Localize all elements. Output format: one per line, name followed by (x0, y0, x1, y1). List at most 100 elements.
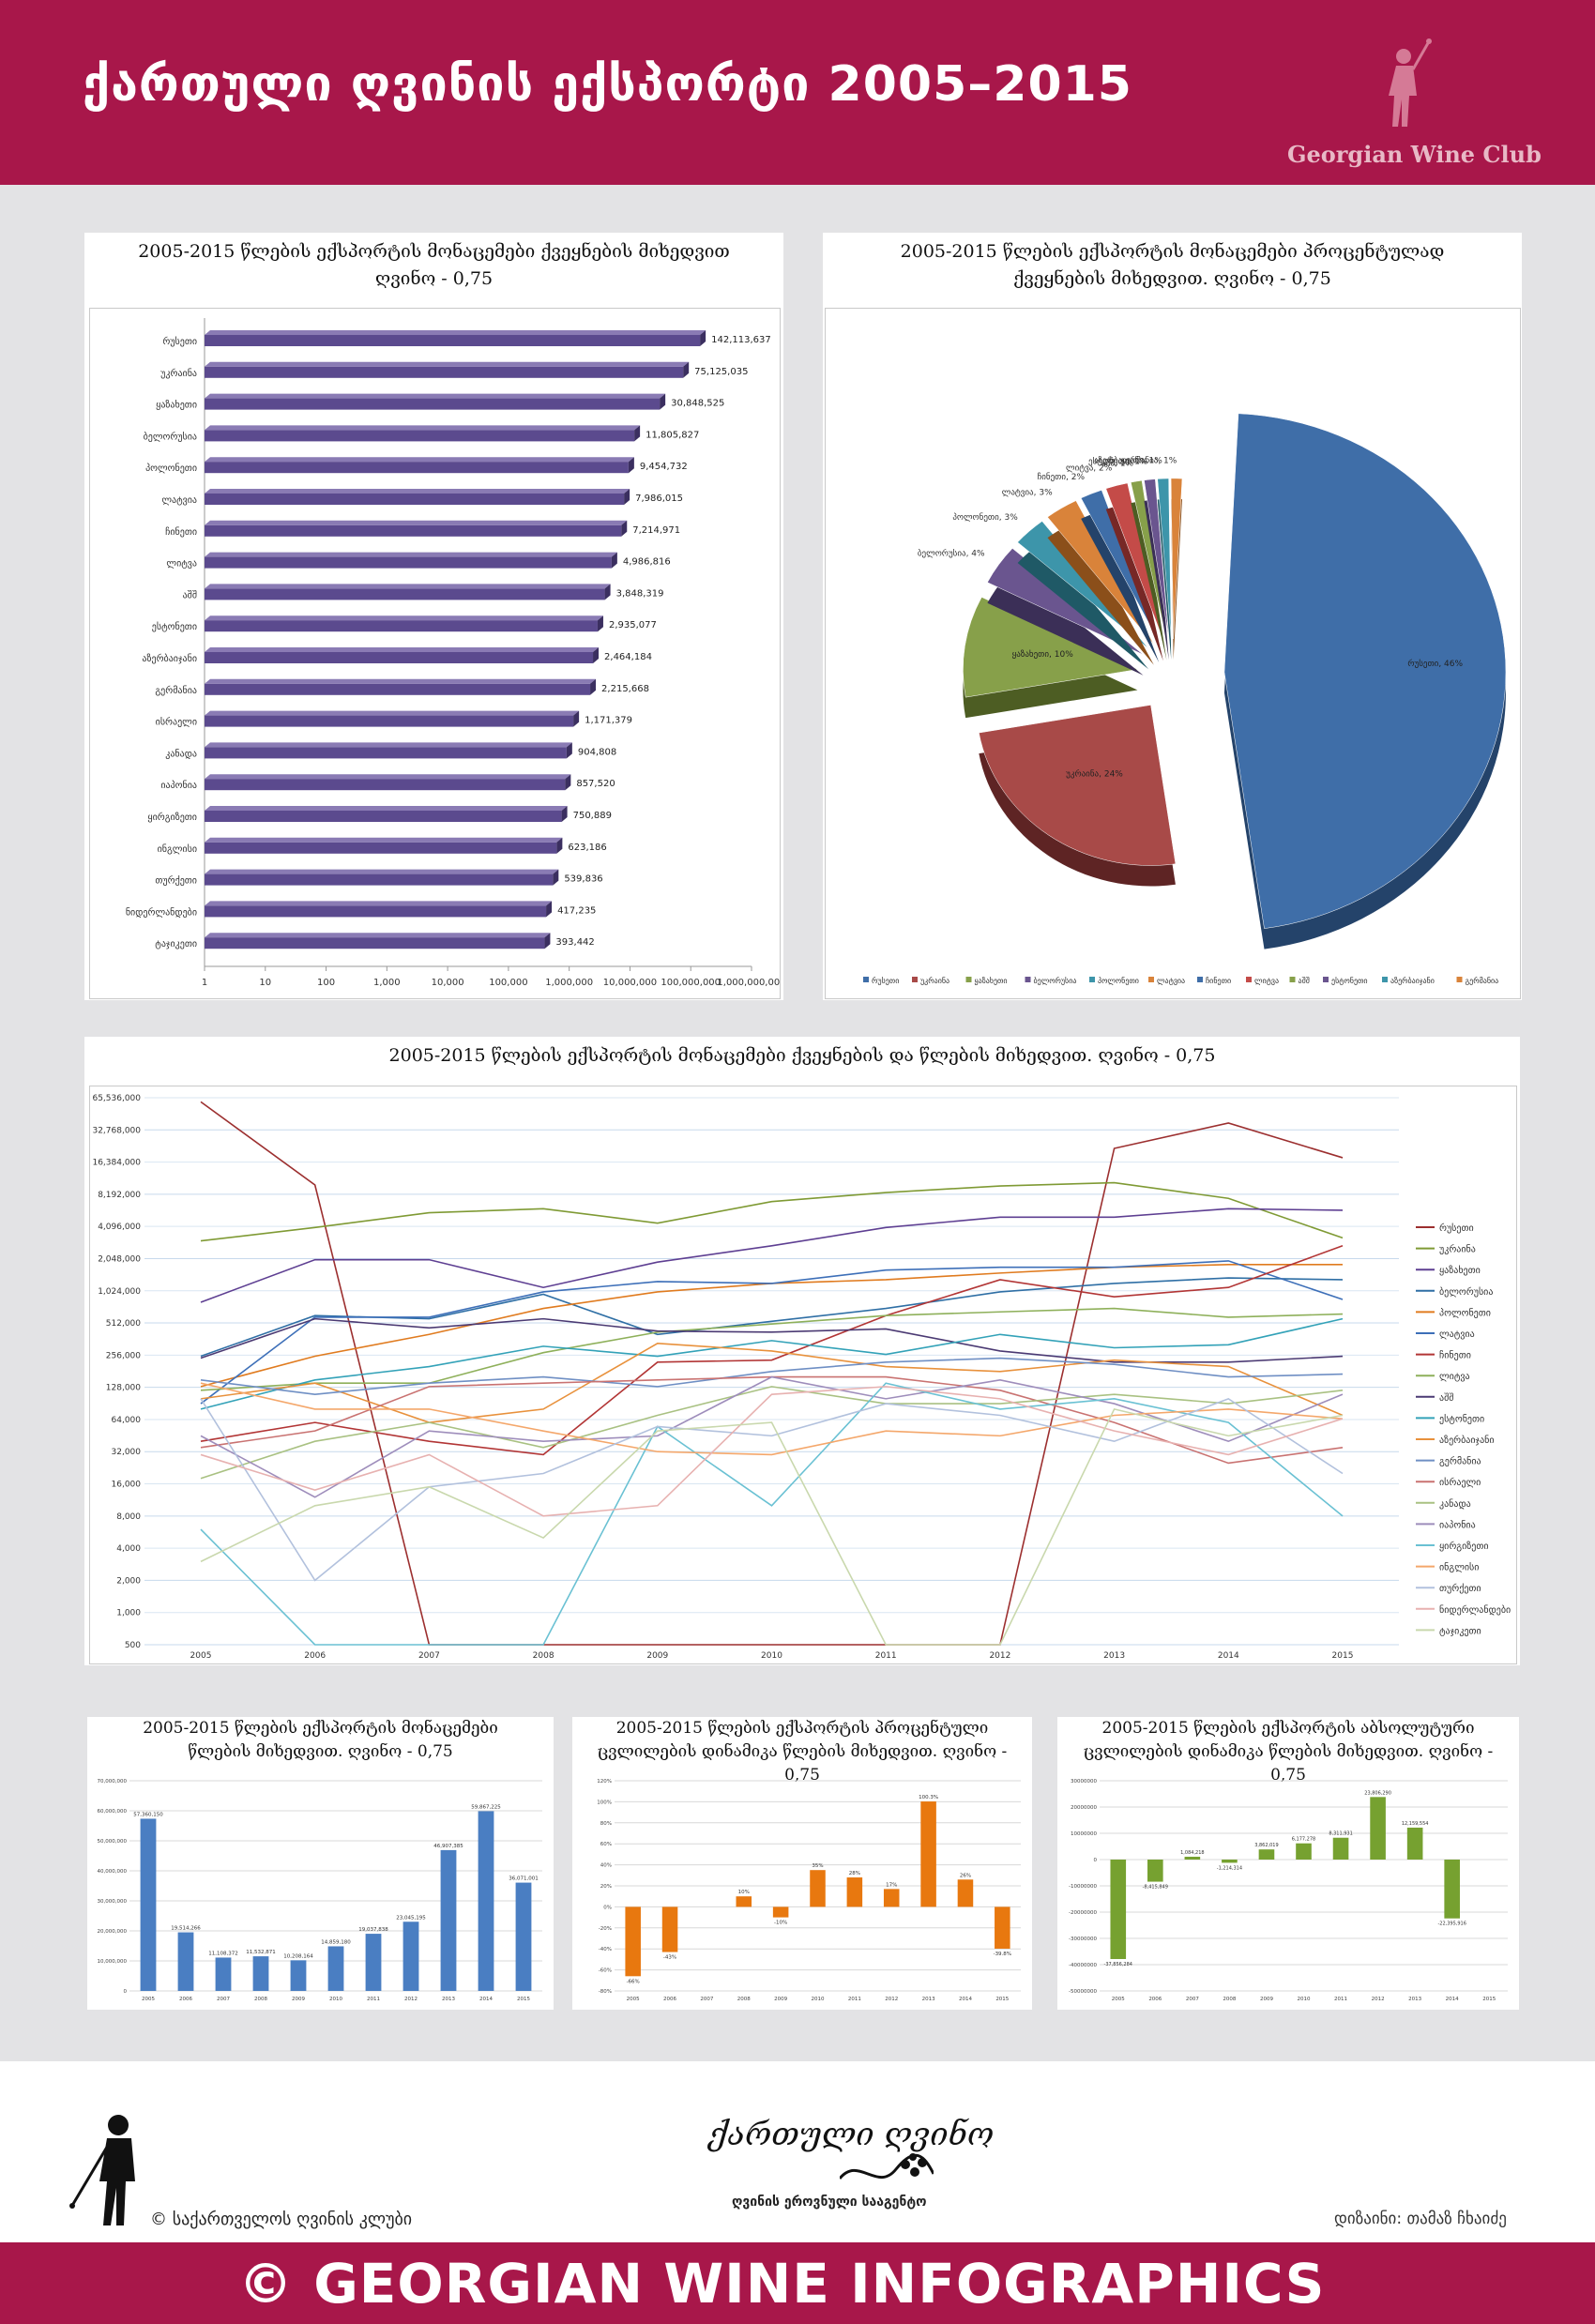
bar-top (205, 901, 553, 906)
bar-top (205, 457, 634, 463)
x-tick-label: 2014 (479, 1997, 493, 2002)
chart-title: 2005-2015 წლების ექსპორტის მონაცემები ქვ… (138, 241, 730, 289)
category-label: ისრაელი (156, 717, 197, 728)
x-tick-label: 2012 (404, 1997, 418, 2002)
slice (1047, 500, 1155, 645)
bar-top (205, 933, 551, 938)
agency-subtitle: ღვინის ეროვნული სააგენტო (732, 2195, 927, 2210)
legend-label: რუსეთი (1439, 1223, 1474, 1234)
bar (205, 842, 557, 854)
category-label: ნიდერლანდები (126, 906, 197, 918)
wine-agency-logo: ქართული ღვინო ღვინის ეროვნული სააგენტო (699, 2108, 994, 2211)
x-tick-label: 2015 (995, 1997, 1009, 2002)
slice-depth (1081, 510, 1160, 662)
country-pie-chart: რუსეთი, 46% უკრაინა, 24% ყაზახეთი, 10% ბელო… (863, 413, 1507, 985)
legend-swatch (1197, 977, 1203, 982)
bar-side (573, 710, 580, 727)
legend-swatch (965, 977, 972, 982)
legend-label: პოლონეთი (1098, 976, 1139, 985)
slice-label: აზერბაიჯანი, 1% (1094, 456, 1162, 466)
category-label: ტაჯიკეთი (155, 939, 197, 949)
bar (205, 779, 566, 791)
slice-label: პოლონეთი, 3% (952, 512, 1018, 523)
chart-area: 1 10 100 1,000 10,000 100,000 1,000,000 10,000,… (89, 308, 786, 999)
chart-title: 2005-2015 წლების ექსპორტის აბსოლუტური ცვ… (1083, 1719, 1494, 1785)
series-line (200, 1208, 1344, 1303)
x-tick-label: 2012 (1372, 1997, 1385, 2002)
value-label: -10% (774, 1921, 787, 1926)
y-tick-label: 512,000 (106, 1319, 141, 1329)
value-label: 7,986,015 (635, 494, 683, 504)
category-label: ყირგიზეთი (147, 812, 197, 823)
bar (205, 335, 701, 346)
value-label: 393,442 (555, 937, 594, 948)
value-label: 4,986,816 (623, 557, 671, 568)
bar-side (566, 742, 572, 759)
x-tick-label: 2013 (922, 1997, 935, 2002)
bar-side (660, 393, 666, 410)
x-tick-label: 2009 (646, 1651, 668, 1661)
bar (1258, 1849, 1275, 1860)
bar (995, 1906, 1010, 1949)
value-label: -8,415,849 (1143, 1885, 1168, 1891)
chart-title: 2005-2015 წლების ექსპორტის მონაცემები წლ… (143, 1719, 498, 1761)
value-label: 75,125,035 (694, 367, 748, 377)
bar (661, 1906, 678, 1952)
yearly-bar-panel: 2005-2015 წლების ექსპორტის მონაცემები წლ… (87, 1717, 554, 2010)
category-label: კანადა (165, 748, 197, 759)
x-tick-label: 2009 (774, 1997, 787, 2002)
designer-credit: დიზაინი: თამაზ ჩხაიძე (1334, 2210, 1507, 2228)
bar (205, 494, 625, 505)
y-tick-label: 2,000 (116, 1576, 141, 1586)
copyright-left: © საქართველოს ღვინის კლუბი (150, 2210, 413, 2229)
legend-label: გერმანია (1439, 1456, 1481, 1467)
x-tick-label: 2006 (663, 1997, 676, 2002)
bar (205, 937, 545, 949)
x-tick-label: 2012 (885, 1997, 898, 2002)
bar-top (205, 393, 666, 399)
value-label: 12,159,554 (1402, 1821, 1429, 1827)
bar-side (544, 933, 551, 949)
bar (205, 430, 635, 442)
bar (205, 556, 612, 569)
bar (215, 1957, 232, 1991)
value-label: 59,867,225 (471, 1804, 501, 1810)
y-tick-label: 100% (597, 1800, 612, 1805)
bar (205, 588, 605, 600)
bar-top (205, 552, 617, 557)
bar-side (624, 489, 630, 505)
country-bar-chart: 1 10 100 1,000 10,000 100,000 1,000,000 10,000,… (126, 318, 786, 988)
value-label: 8,311,931 (1329, 1831, 1352, 1837)
y-tick-label: 8,192,000 (98, 1191, 141, 1200)
bar (140, 1818, 157, 1991)
value-label: 11,108,372 (208, 1951, 238, 1956)
x-tick-label: 2005 (1112, 1997, 1125, 2002)
y-tick-label: 0% (603, 1905, 612, 1910)
legend-label: ბელორუსია (1034, 976, 1077, 985)
legend-label: ყირგიზეთი (1439, 1541, 1489, 1552)
category-label: უკრაინა (160, 368, 197, 379)
bar-side (565, 774, 571, 791)
chart-title: 2005-2015 წლების ექსპორტის მონაცემები პრ… (900, 241, 1445, 289)
legend-label: იაპონია (1439, 1519, 1476, 1530)
y-tick-label: -80% (599, 1989, 612, 1995)
x-tick-label: 2013 (1408, 1997, 1421, 2002)
y-tick-label: 256,000 (106, 1351, 141, 1360)
value-label: 3,848,319 (616, 588, 664, 599)
bar (365, 1934, 382, 1991)
slice-label: ბელორუსია, 4% (918, 549, 985, 559)
value-label: 623,186 (568, 843, 606, 853)
legend-label: კანადა (1439, 1498, 1471, 1510)
value-label: 2,215,668 (601, 684, 649, 694)
slice-label: ჩინეთი, 2% (1038, 472, 1086, 482)
legend-label: უკრაინა (1439, 1244, 1476, 1255)
bar-side (553, 869, 559, 886)
bar (327, 1946, 344, 1991)
slice-depth (1131, 501, 1167, 661)
value-label: -1,214,314 (1217, 1865, 1242, 1871)
x-tick-label: 2011 (848, 1997, 861, 2002)
bar (205, 873, 554, 886)
value-label: 417,235 (557, 905, 596, 916)
bar (1222, 1860, 1238, 1863)
legend-label: ბელორუსია (1439, 1286, 1493, 1298)
